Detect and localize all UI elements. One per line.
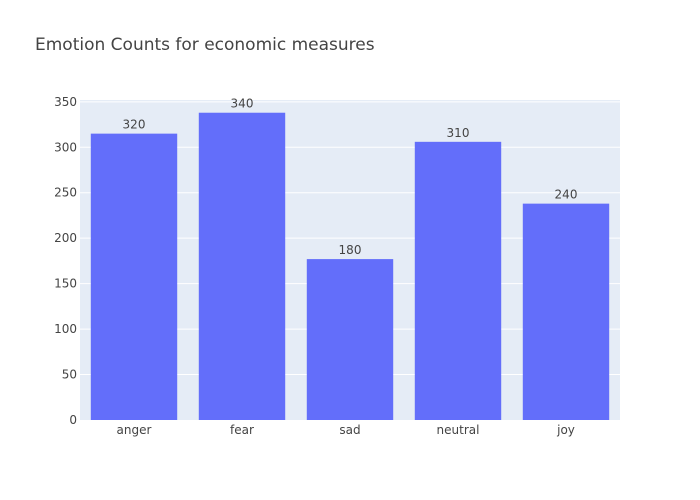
bar-anger[interactable] — [90, 133, 178, 421]
y-tick-label: 150 — [54, 277, 77, 291]
y-tick-label: 350 — [54, 95, 77, 109]
data-labels: 320 340 180 310 240 — [123, 97, 578, 257]
bars — [90, 112, 610, 421]
y-tick-label: 250 — [54, 186, 77, 200]
bar-fear[interactable] — [198, 112, 286, 421]
bar-joy[interactable] — [522, 203, 610, 420]
data-label: 320 — [123, 118, 146, 132]
bar-neutral[interactable] — [414, 141, 502, 420]
data-label: 240 — [555, 188, 578, 202]
x-tick-label: joy — [556, 423, 575, 437]
y-tick-label: 100 — [54, 322, 77, 336]
data-label: 340 — [231, 97, 254, 111]
x-tick-label: fear — [230, 423, 254, 437]
y-tick-label: 300 — [54, 140, 77, 154]
y-tick-label: 50 — [62, 368, 77, 382]
data-label: 180 — [339, 243, 362, 257]
data-label: 310 — [447, 126, 470, 140]
x-tick-label: anger — [117, 423, 152, 437]
x-tick-label: sad — [339, 423, 360, 437]
y-tick-label: 0 — [69, 413, 77, 427]
chart-title: Emotion Counts for economic measures — [35, 35, 375, 55]
bar-sad[interactable] — [306, 259, 394, 420]
x-tick-label: neutral — [437, 423, 480, 437]
y-axis: 0 50 100 150 200 250 300 350 — [54, 95, 77, 427]
x-axis: anger fear sad neutral joy — [117, 423, 575, 437]
y-tick-label: 200 — [54, 231, 77, 245]
